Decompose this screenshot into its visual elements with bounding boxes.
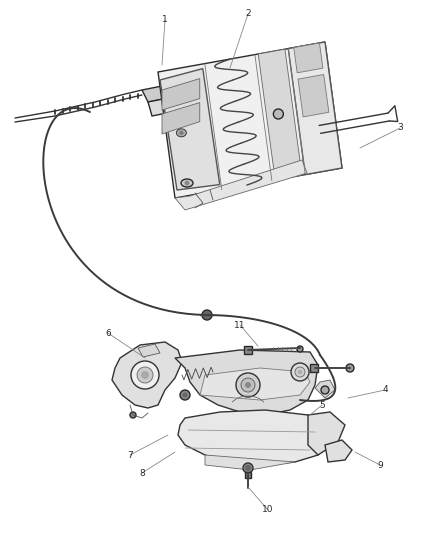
Ellipse shape <box>183 392 187 398</box>
Polygon shape <box>258 49 302 180</box>
Ellipse shape <box>177 129 187 137</box>
Text: 7: 7 <box>127 450 133 459</box>
Polygon shape <box>175 160 307 210</box>
Polygon shape <box>325 440 352 462</box>
Text: 1: 1 <box>162 15 168 25</box>
Ellipse shape <box>273 109 283 119</box>
Polygon shape <box>142 86 168 102</box>
Polygon shape <box>160 69 220 190</box>
Text: 11: 11 <box>234 320 246 329</box>
Polygon shape <box>148 98 172 116</box>
Polygon shape <box>162 78 200 110</box>
Text: 8: 8 <box>139 469 145 478</box>
Ellipse shape <box>181 179 193 187</box>
Text: 9: 9 <box>377 461 383 470</box>
Ellipse shape <box>137 367 153 383</box>
Ellipse shape <box>291 363 309 381</box>
Ellipse shape <box>180 131 184 135</box>
Bar <box>310 364 318 372</box>
Ellipse shape <box>298 370 302 374</box>
Ellipse shape <box>297 346 303 352</box>
Text: 3: 3 <box>397 124 403 133</box>
Text: 2: 2 <box>245 10 251 19</box>
Text: 4: 4 <box>382 385 388 394</box>
Ellipse shape <box>184 181 190 185</box>
Polygon shape <box>288 42 342 175</box>
Bar <box>244 346 252 354</box>
Polygon shape <box>178 410 330 465</box>
Polygon shape <box>308 412 345 455</box>
Ellipse shape <box>141 371 149 379</box>
Ellipse shape <box>180 390 190 400</box>
Ellipse shape <box>321 386 329 394</box>
Ellipse shape <box>202 310 212 320</box>
Ellipse shape <box>245 465 251 471</box>
Ellipse shape <box>295 367 305 377</box>
Polygon shape <box>298 75 329 117</box>
Text: 5: 5 <box>319 400 325 409</box>
Ellipse shape <box>241 378 255 392</box>
Polygon shape <box>158 42 342 198</box>
Polygon shape <box>200 368 310 400</box>
Ellipse shape <box>131 361 159 389</box>
Polygon shape <box>112 342 182 408</box>
Ellipse shape <box>130 412 136 418</box>
Polygon shape <box>294 43 323 73</box>
Ellipse shape <box>236 373 260 397</box>
Bar <box>245 472 251 478</box>
Polygon shape <box>315 380 335 398</box>
Polygon shape <box>162 102 200 134</box>
Polygon shape <box>175 350 318 415</box>
Polygon shape <box>205 455 295 470</box>
Polygon shape <box>138 344 160 357</box>
Ellipse shape <box>245 382 251 388</box>
Ellipse shape <box>346 364 354 372</box>
Ellipse shape <box>243 463 253 473</box>
Text: 6: 6 <box>105 328 111 337</box>
Text: 10: 10 <box>262 505 274 514</box>
